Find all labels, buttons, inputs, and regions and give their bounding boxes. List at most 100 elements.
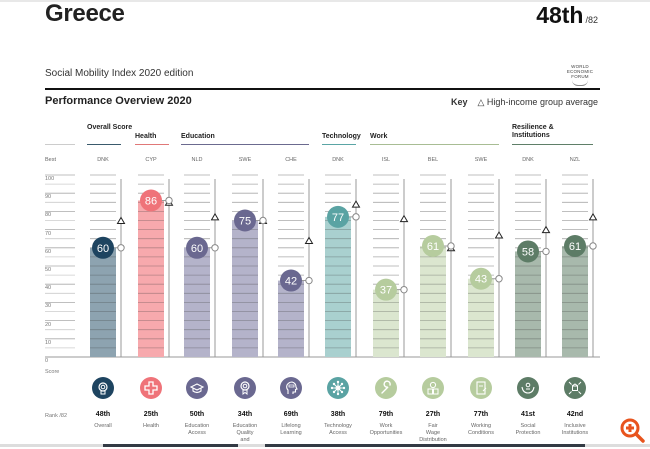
legend: Key △ High-income group average (451, 97, 598, 108)
high-income-average-marker (399, 214, 409, 223)
pillar-name-line: Social (520, 423, 536, 429)
score-value: 77 (332, 212, 344, 224)
best-country: DNK (522, 157, 534, 163)
score-value: 60 (191, 243, 203, 255)
pillar-name-line: Institutions (561, 430, 589, 436)
score-marker (447, 242, 455, 250)
legend-key-label: Key (450, 97, 468, 107)
score-value: 43 (475, 274, 487, 286)
best-country: NLD (191, 157, 203, 163)
high-income-average-marker (304, 236, 314, 245)
high-income-average-marker (588, 212, 598, 221)
pillar-name: Technology Access (313, 423, 363, 437)
y-tick-label: 80 (45, 212, 52, 219)
category-underline (135, 144, 169, 145)
pillar-name-line: Work (379, 423, 393, 429)
pillar-name: Education Access (172, 423, 222, 437)
best-country: CYP (145, 157, 157, 163)
high-income-average-marker (541, 225, 551, 234)
pillar-rank: 48th (95, 411, 111, 418)
pillar-name-line: Inclusive (564, 423, 586, 429)
legend-text: High-income group average (486, 97, 598, 107)
zoom-in-button[interactable] (618, 416, 646, 444)
rank-label: Rank /82 (45, 413, 68, 419)
category-label: Health (135, 133, 157, 140)
pillar-name: Health (126, 423, 176, 430)
score-value: 60 (97, 243, 109, 255)
score-value: 86 (145, 195, 157, 207)
pillar-rank: 41st (520, 411, 535, 418)
high-income-average-marker (116, 216, 126, 224)
pillar-name-line: Protection (515, 430, 541, 436)
bar (278, 280, 304, 357)
pillar-name-line: Health (143, 423, 159, 429)
pillar-rank: 69th (283, 411, 299, 418)
pillar-rank: 42nd (566, 411, 584, 418)
pillar-rank: 50th (189, 411, 205, 418)
pillar-rank: 77th (473, 411, 489, 418)
category-underline (322, 144, 356, 145)
coin-stack-icon (422, 377, 444, 399)
scroll-thumb[interactable] (103, 444, 238, 447)
pillar-name-line: Conditions (468, 430, 494, 436)
pillar-name-line: Distribution (419, 437, 447, 443)
score-marker (305, 276, 313, 285)
pillar-name-line: and (240, 437, 250, 443)
bar (138, 200, 164, 357)
pillar-name: Education Quality and (220, 423, 270, 444)
overall-rank-of: /82 (585, 15, 598, 25)
score-marker (117, 244, 125, 252)
score-bubble (92, 236, 114, 259)
pillar-rank: 25th (143, 411, 159, 418)
score-value: 58 (522, 246, 534, 258)
score-marker (211, 244, 219, 252)
bar (325, 216, 351, 357)
score-bubble (375, 278, 397, 301)
high-income-average-marker (258, 216, 268, 224)
medal-icon (92, 377, 114, 399)
pillar-name-line: Access (329, 430, 347, 436)
high-income-average-marker (351, 200, 361, 208)
y-tick-label: 50 (45, 267, 52, 273)
pillar-rank: 27th (425, 411, 441, 418)
pillar-name-line: Opportunities (369, 430, 403, 436)
bar (420, 245, 446, 357)
score-marker (400, 285, 408, 294)
score-marker (165, 196, 173, 205)
graduation-cap-icon (186, 377, 208, 399)
score-marker (259, 216, 267, 225)
y-tick-label: 70 (45, 230, 52, 237)
score-bubble (564, 234, 586, 257)
axis-header-line (45, 144, 75, 145)
section-title: Performance Overview 2020 (45, 95, 192, 107)
category-label: Technology (322, 133, 361, 140)
bar (232, 220, 258, 357)
score-value: 37 (380, 285, 392, 297)
category-underline (87, 144, 121, 145)
y-tick-label: 40 (45, 285, 52, 292)
score-marker (495, 275, 503, 283)
y-tick-label: 10 (45, 339, 52, 346)
wef-logo: WORLD ECONOMIC FORUM (560, 64, 600, 86)
score-bubble (517, 240, 539, 263)
pillar-name: Work Opportunities (361, 423, 411, 437)
zoom-in-icon (620, 418, 645, 443)
pillar-name-line: Fair (428, 423, 438, 429)
pillar-name-line: Overall (94, 423, 112, 429)
score-bubble (280, 269, 302, 292)
score-marker (542, 247, 550, 256)
score-value: 61 (427, 241, 439, 253)
bottom-scrollbar[interactable] (0, 444, 650, 447)
pillar-name-line: Quality (236, 430, 254, 436)
scroll-thumb-2[interactable] (265, 444, 585, 447)
bar (373, 289, 399, 357)
high-income-average-marker (210, 212, 220, 221)
category-underline (370, 144, 499, 145)
y-tick-label: 60 (45, 248, 52, 255)
high-income-average-marker (164, 198, 174, 206)
category-label: Overall Score (87, 124, 133, 131)
y-tick-label: 90 (45, 194, 52, 201)
category-underline (181, 144, 309, 145)
pillar-name: Social Protection (503, 423, 553, 437)
bar (468, 278, 494, 357)
